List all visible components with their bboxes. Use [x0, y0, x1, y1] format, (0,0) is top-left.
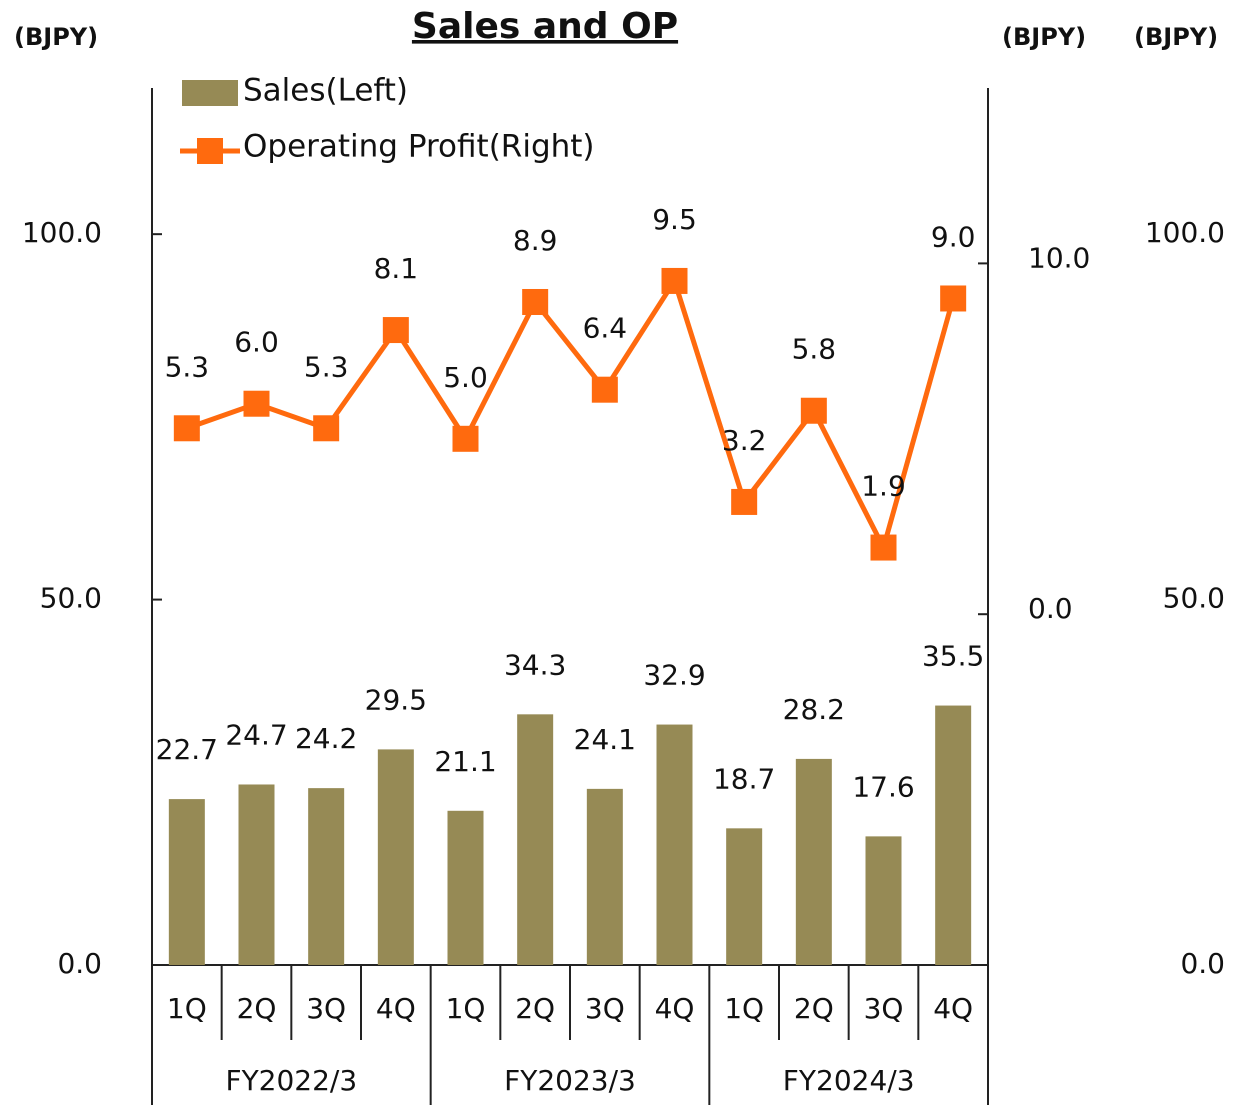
x-tick-label: 1Q: [446, 992, 486, 1025]
legend-label: Operating Profit(Right): [243, 129, 595, 165]
left-axis-unit: (BJPY): [14, 23, 98, 51]
line-marker: [731, 488, 758, 515]
x-tick-label: 3Q: [864, 992, 904, 1025]
bar: [865, 836, 902, 965]
line-value-label: 9.0: [931, 220, 976, 253]
group-label: FY2022/3: [225, 1064, 357, 1097]
bar: [168, 799, 205, 965]
line-value-label: 8.9: [513, 224, 558, 257]
bar-value-label: 24.7: [225, 718, 287, 751]
chart-title: Sales and OP: [412, 6, 678, 47]
x-tick-label: 3Q: [585, 992, 625, 1025]
x-tick-label: 2Q: [237, 992, 277, 1025]
x-tick-label: 2Q: [794, 992, 834, 1025]
line-value-label: 1.9: [861, 470, 906, 503]
legend-swatch-marker: [197, 138, 223, 164]
line-value-label: 9.5: [652, 203, 697, 236]
line-value-label: 3.2: [722, 424, 767, 457]
y3-tick-label: 100.0: [1145, 216, 1225, 249]
y-tick-label: 0.0: [57, 947, 102, 980]
bar-value-label: 29.5: [365, 683, 427, 716]
x-tick-label: 4Q: [655, 992, 695, 1025]
y3-tick-label: 50.0: [1163, 582, 1225, 615]
bar: [656, 724, 693, 965]
y-tick-label: 100.0: [22, 216, 102, 249]
line-value-label: 6.0: [234, 326, 279, 359]
line-value-label: 6.4: [583, 312, 628, 345]
line-marker: [382, 317, 409, 344]
legend-swatch: [182, 80, 238, 106]
bar-value-label: 17.6: [852, 770, 914, 803]
bar: [447, 810, 484, 965]
bar-value-label: 18.7: [713, 762, 775, 795]
bar: [795, 758, 832, 965]
group-label: FY2024/3: [783, 1064, 915, 1097]
bar-value-label: 24.1: [574, 723, 636, 756]
y3-tick-label: 0.0: [1180, 947, 1225, 980]
line-marker: [313, 415, 340, 442]
bar: [517, 714, 554, 965]
bar-value-label: 21.1: [434, 745, 496, 778]
bar-value-label: 32.9: [643, 659, 705, 692]
line-marker: [522, 288, 549, 315]
line-value-label: 5.0: [443, 361, 488, 394]
line-value-label: 5.8: [792, 333, 837, 366]
bar-value-label: 35.5: [922, 640, 984, 673]
line-marker: [452, 425, 479, 452]
line-marker: [800, 397, 827, 424]
line-marker: [661, 267, 688, 294]
y2-tick-label: 0.0: [1028, 592, 1073, 625]
bar: [726, 828, 763, 965]
group-label: FY2023/3: [504, 1064, 636, 1097]
x-tick-label: 3Q: [306, 992, 346, 1025]
line-marker: [591, 376, 618, 403]
bar-value-label: 22.7: [156, 733, 218, 766]
x-tick-label: 2Q: [515, 992, 555, 1025]
y-tick-label: 50.0: [40, 582, 102, 615]
line-value-label: 5.3: [165, 350, 210, 383]
x-tick-label: 1Q: [724, 992, 764, 1025]
line: [186, 275, 956, 555]
right-axis-unit: (BJPY): [1002, 23, 1086, 51]
bar: [935, 705, 972, 965]
x-tick-label: 4Q: [376, 992, 416, 1025]
line-marker: [173, 415, 200, 442]
bar: [377, 749, 414, 965]
legend-label: Sales(Left): [243, 73, 408, 109]
y2-tick-label: 10.0: [1028, 241, 1090, 274]
bar: [308, 788, 345, 965]
x-tick-label: 4Q: [933, 992, 973, 1025]
line-marker: [243, 390, 270, 417]
x-tick-label: 1Q: [167, 992, 207, 1025]
line-value-label: 8.1: [374, 252, 419, 285]
bar: [238, 784, 275, 965]
far-right-axis-unit: (BJPY): [1134, 23, 1218, 51]
axes: [151, 88, 989, 1105]
bar-value-label: 28.2: [783, 693, 845, 726]
line-value-label: 5.3: [304, 350, 349, 383]
bar-value-label: 34.3: [504, 648, 566, 681]
bar: [586, 788, 623, 965]
line-marker: [940, 285, 967, 312]
bar-value-label: 24.2: [295, 722, 357, 755]
line-marker: [870, 534, 897, 561]
